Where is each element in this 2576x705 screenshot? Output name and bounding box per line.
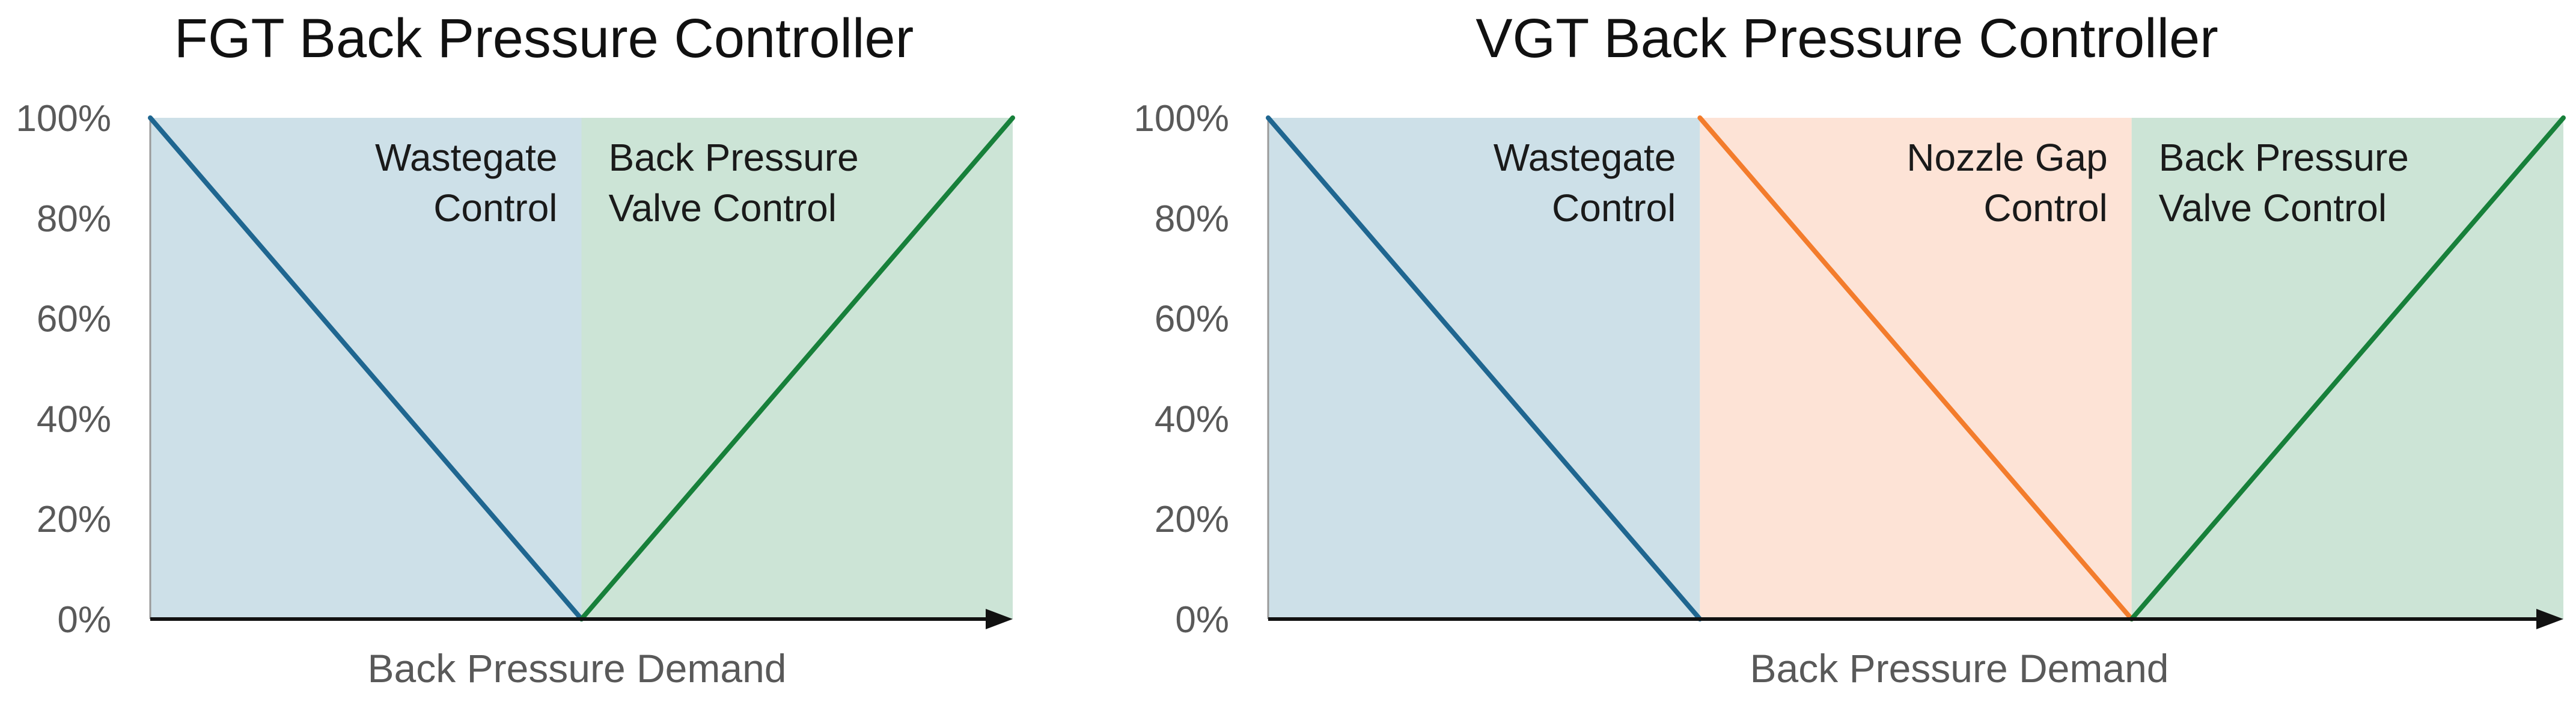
fgt-series-line-2 [579, 115, 1015, 621]
fgt-region-label-2-line-2: Valve Control [609, 186, 837, 230]
vgt-y-tick-label: 100% [1134, 98, 1229, 139]
vgt-y-tick-label: 0% [1175, 599, 1229, 641]
vgt-y-tick-label: 80% [1155, 198, 1229, 240]
vgt-x-axis-arrow [2536, 609, 2563, 629]
fgt-series-line-1 [148, 115, 584, 621]
vgt-region-label-3-line-2: Valve Control [2159, 186, 2387, 230]
fgt-region-label-1-line-2: Control [433, 186, 557, 230]
vgt-series-line-1 [1266, 115, 1703, 621]
vgt-y-tick-label: 60% [1155, 299, 1229, 340]
vgt-series-line-3 [2129, 115, 2566, 621]
fgt-y-tick-label: 60% [37, 299, 111, 340]
fgt-y-tick-label: 80% [37, 198, 111, 240]
vgt-x-axis-label: Back Pressure Demand [1750, 646, 2169, 691]
vgt-region-label-2-line-2: Control [1983, 186, 2107, 230]
chart-title-fgt: FGT Back Pressure Controller [174, 8, 914, 69]
vgt-y-tick-label: 20% [1155, 499, 1229, 540]
vgt-region-label-1-line-2: Control [1552, 186, 1676, 230]
vgt-region-label-1-line-1: Wastegate [1494, 136, 1676, 179]
fgt-y-tick-label: 100% [16, 98, 111, 139]
vgt-series-line-2 [1697, 115, 2134, 621]
fgt-y-tick-label: 0% [57, 599, 111, 641]
fgt-x-axis-label: Back Pressure Demand [368, 646, 787, 691]
fgt-region-label-1-line-1: Wastegate [375, 136, 558, 179]
vgt-y-tick-label: 40% [1155, 398, 1229, 440]
fgt-y-tick-label: 40% [37, 398, 111, 440]
vgt-region-label-3-line-1: Back Pressure [2159, 136, 2409, 179]
fgt-region-label-2-line-1: Back Pressure [609, 136, 859, 179]
fgt-x-axis-arrow [986, 609, 1013, 629]
vgt-region-label-2-line-1: Nozzle Gap [1906, 136, 2107, 179]
fgt-y-tick-label: 20% [37, 499, 111, 540]
chart-title-vgt: VGT Back Pressure Controller [1476, 8, 2218, 69]
